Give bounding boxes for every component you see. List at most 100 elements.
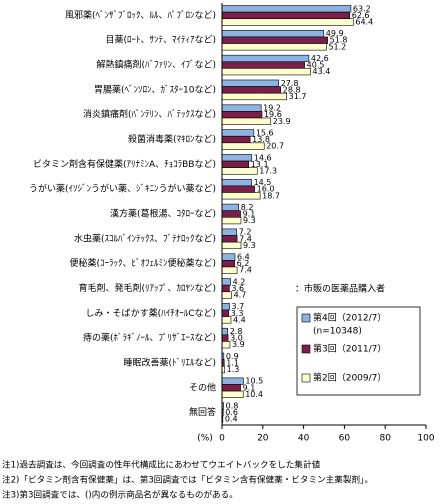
value-label: 3.9 (232, 340, 245, 349)
value-label: 31.7 (289, 92, 307, 101)
category-label: 育毛剤、発毛剤(ﾘｱｯﾌﾟ、ｶﾛﾔﾝなど) (78, 282, 216, 294)
annotation: ：市販の医薬品購入者 (295, 283, 385, 295)
category-label: 解熱鎮痛剤(ﾊﾞﾌｧﾘﾝ、ｲﾌﾞなど) (96, 59, 216, 71)
x-tick-label: 60 (339, 434, 351, 444)
bar (221, 160, 250, 168)
bar (221, 185, 255, 193)
legend-note: (n=10348) (313, 327, 362, 337)
bar (221, 135, 251, 144)
category-label: 無回答 (189, 406, 216, 418)
bar (221, 178, 252, 187)
x-axis-label: (%) (197, 434, 213, 444)
x-tick-label: 40 (298, 434, 310, 444)
bar (221, 111, 263, 119)
bar (221, 68, 311, 76)
value-label: 3.3 (231, 309, 244, 318)
value-label: 7.4 (239, 266, 252, 275)
value-label: 6.4 (237, 253, 250, 262)
bar (221, 54, 310, 63)
value-label: 10.4 (245, 390, 263, 399)
value-label: 6.2 (237, 259, 250, 268)
bar (221, 327, 229, 336)
value-label: 62.6 (352, 11, 370, 20)
bar (221, 377, 244, 385)
value-label: 0.8 (226, 401, 239, 410)
bar (221, 86, 282, 94)
x-tick-label: 100 (417, 434, 434, 444)
value-label: 51.2 (328, 42, 346, 51)
bar (221, 142, 265, 150)
legend-swatch (301, 313, 311, 323)
value-label: 19.6 (264, 110, 282, 119)
value-label: 4.2 (233, 277, 246, 286)
bar (221, 129, 255, 137)
bar (221, 192, 261, 200)
bar (221, 167, 258, 175)
x-tick-label: 20 (257, 434, 269, 444)
bar (221, 5, 352, 13)
value-label: 13.1 (251, 160, 269, 169)
bar (221, 303, 230, 311)
value-label: 23.9 (273, 117, 291, 126)
category-label: 漢方薬(葛根湯、ｺﾀﾛｰなど) (110, 208, 216, 220)
bar (221, 309, 230, 317)
bar (221, 390, 244, 398)
bar (221, 316, 232, 324)
value-label: 28.8 (283, 85, 301, 94)
bar (221, 30, 325, 38)
value-label: 16.0 (257, 185, 275, 194)
bar (221, 79, 280, 87)
value-label: 3.7 (232, 302, 245, 311)
value-label: 4.7 (234, 291, 247, 300)
bar (221, 217, 242, 225)
x-tick-label: 0 (219, 434, 225, 444)
legend-label: 第2回（2009/7） (313, 372, 386, 384)
value-label: 27.8 (281, 79, 299, 88)
bar (221, 203, 240, 212)
value-label: 10.5 (245, 377, 263, 386)
category-label: 風邪薬(ﾍﾞﾝｻﾞﾌﾞﾛｯｸ、ﾙﾙ、ﾊﾟﾌﾞﾛﾝなど) (65, 9, 216, 21)
note: 注1)過去調査は、今回調査の性年代構成比にあわせてウエイトバックをした集計値 (2, 459, 321, 471)
value-label: 9.1 (243, 210, 256, 219)
note: 注3)第3回調査では、()内の例示商品名が異なるものがある。 (2, 489, 238, 501)
value-label: 4.4 (233, 315, 246, 324)
bar (221, 92, 287, 101)
value-label: 0.9 (226, 352, 239, 361)
bar (221, 43, 327, 51)
value-label: 20.7 (266, 142, 284, 151)
category-label: しみ・そばかす薬(ﾊｲﾁｵｰﾙCなど) (86, 307, 217, 319)
value-label: 7.4 (239, 234, 252, 243)
category-label: 目薬(ﾛｰﾄ、ｻﾝﾃ、ﾏｲﾃｨｱなど) (105, 34, 216, 46)
legend-label: 第3回（2011/7） (313, 343, 386, 355)
value-label: 9.3 (243, 241, 256, 250)
value-label: 14.5 (254, 178, 272, 187)
bar (221, 284, 230, 293)
value-label: 42.6 (311, 54, 329, 63)
category-label: 痔の薬(ﾎﾞﾗｷﾞﾉｰﾙ、ﾌﾟﾘｻﾞｴｰｽなど) (83, 332, 216, 344)
bar (221, 61, 305, 69)
value-label: 64.4 (355, 18, 373, 27)
value-label: 49.9 (326, 29, 344, 38)
category-label: 消炎鎮痛剤(ﾊﾞﾝﾃﾘﾝ、ﾊﾞﾃｯｸｽなど) (83, 108, 216, 120)
x-tick-label: 80 (379, 434, 391, 444)
bar (221, 104, 262, 112)
bar (221, 11, 351, 20)
value-label: 1.3 (227, 365, 240, 374)
category-label: うがい薬(ｲｿｼﾞﾝうがい薬、ｼﾞｷﾆﾝうがい薬など) (29, 183, 216, 195)
category-label: 胃腸薬(ﾍﾞﾝｿﾛﾝ、ｶﾞｽﾀｰ10など) (94, 83, 216, 95)
value-label: 40.5 (307, 61, 325, 70)
value-label: 9.1 (243, 383, 256, 392)
bar (221, 154, 253, 162)
legend-swatch (301, 344, 311, 354)
bar (221, 253, 236, 261)
bar (221, 291, 232, 299)
bar (221, 241, 242, 250)
value-label: 0.6 (225, 408, 238, 417)
category-label: ビタミン剤含有保健薬(ｱﾘﾅﾐﾝA、ﾁｮｺﾗBBなど) (33, 158, 216, 170)
legend-box (296, 306, 421, 396)
bar (221, 36, 328, 44)
value-label: 19.2 (263, 104, 281, 113)
value-label: 15.6 (256, 128, 274, 137)
bar (221, 341, 231, 349)
